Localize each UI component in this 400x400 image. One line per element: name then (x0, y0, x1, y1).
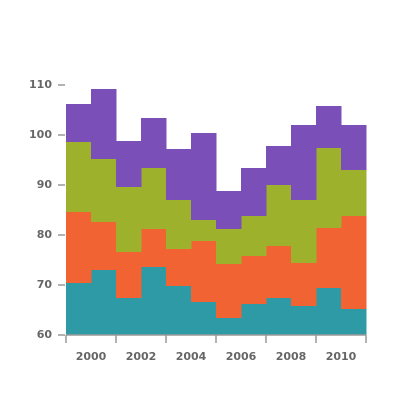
area-step (141, 267, 167, 335)
area-step (241, 216, 267, 256)
area-step (141, 229, 167, 267)
area-step (191, 220, 217, 241)
area-step (91, 89, 117, 159)
area-step (66, 283, 92, 335)
area-step (216, 191, 242, 229)
area-step (191, 241, 217, 302)
y-tick-label: 90 (37, 178, 53, 191)
y-tick-label: 110 (29, 78, 52, 91)
area-step (341, 309, 367, 335)
area-step (316, 288, 342, 335)
area-step (241, 168, 267, 216)
area-step (341, 216, 367, 309)
area-step (241, 304, 267, 335)
x-tick-label: 2000 (76, 350, 107, 363)
area-step (191, 302, 217, 335)
y-tick-label: 60 (37, 328, 53, 341)
area-step (216, 318, 242, 335)
x-tick-label: 2006 (226, 350, 257, 363)
area-step (316, 106, 342, 148)
area-step (291, 263, 317, 306)
area-step (291, 306, 317, 335)
area-step (316, 228, 342, 288)
area-step (91, 270, 117, 335)
area-step (341, 170, 367, 216)
area-step (341, 125, 367, 170)
area-step (166, 200, 192, 249)
area-step (266, 298, 292, 335)
area-step (91, 159, 117, 222)
area-step (116, 141, 142, 187)
x-tick-label: 2002 (126, 350, 157, 363)
area-step (316, 148, 342, 228)
y-tick-label: 100 (29, 128, 52, 141)
area-step (116, 187, 142, 252)
area-step (166, 286, 192, 335)
area-step (266, 146, 292, 185)
x-tick-label: 2008 (276, 350, 307, 363)
area-step (91, 222, 117, 270)
area-step (241, 256, 267, 304)
area-step (166, 249, 192, 286)
area-step (266, 185, 292, 246)
area-step (66, 212, 92, 283)
area-step (291, 200, 317, 263)
y-tick-label: 80 (37, 228, 53, 241)
area-step (66, 142, 92, 212)
area-step (191, 133, 217, 220)
x-tick-label: 2010 (326, 350, 357, 363)
area-step (266, 246, 292, 298)
area-step (66, 104, 92, 142)
area-step (141, 118, 167, 168)
y-tick-label: 70 (37, 278, 53, 291)
area-step (141, 168, 167, 229)
area-step (291, 125, 317, 200)
area-step (216, 229, 242, 264)
area-step (116, 252, 142, 298)
x-tick-label: 2004 (176, 350, 207, 363)
area-step (216, 264, 242, 318)
area-step (166, 149, 192, 200)
area-step (116, 298, 142, 335)
